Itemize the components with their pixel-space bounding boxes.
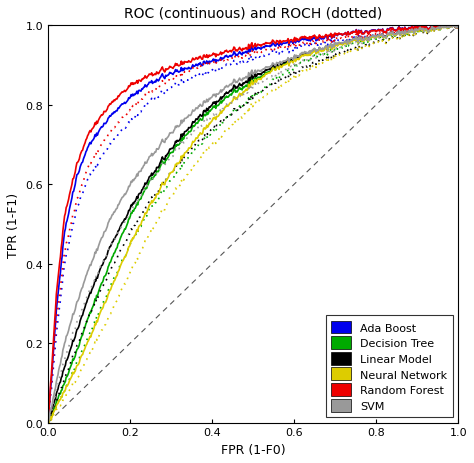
Y-axis label: TPR (1-F1): TPR (1-F1) [7, 192, 20, 257]
Legend: Ada Boost, Decision Tree, Linear Model, Neural Network, Random Forest, SVM: Ada Boost, Decision Tree, Linear Model, … [326, 315, 453, 417]
Title: ROC (continuous) and ROCH (dotted): ROC (continuous) and ROCH (dotted) [124, 7, 383, 21]
X-axis label: FPR (1-F0): FPR (1-F0) [221, 443, 285, 456]
